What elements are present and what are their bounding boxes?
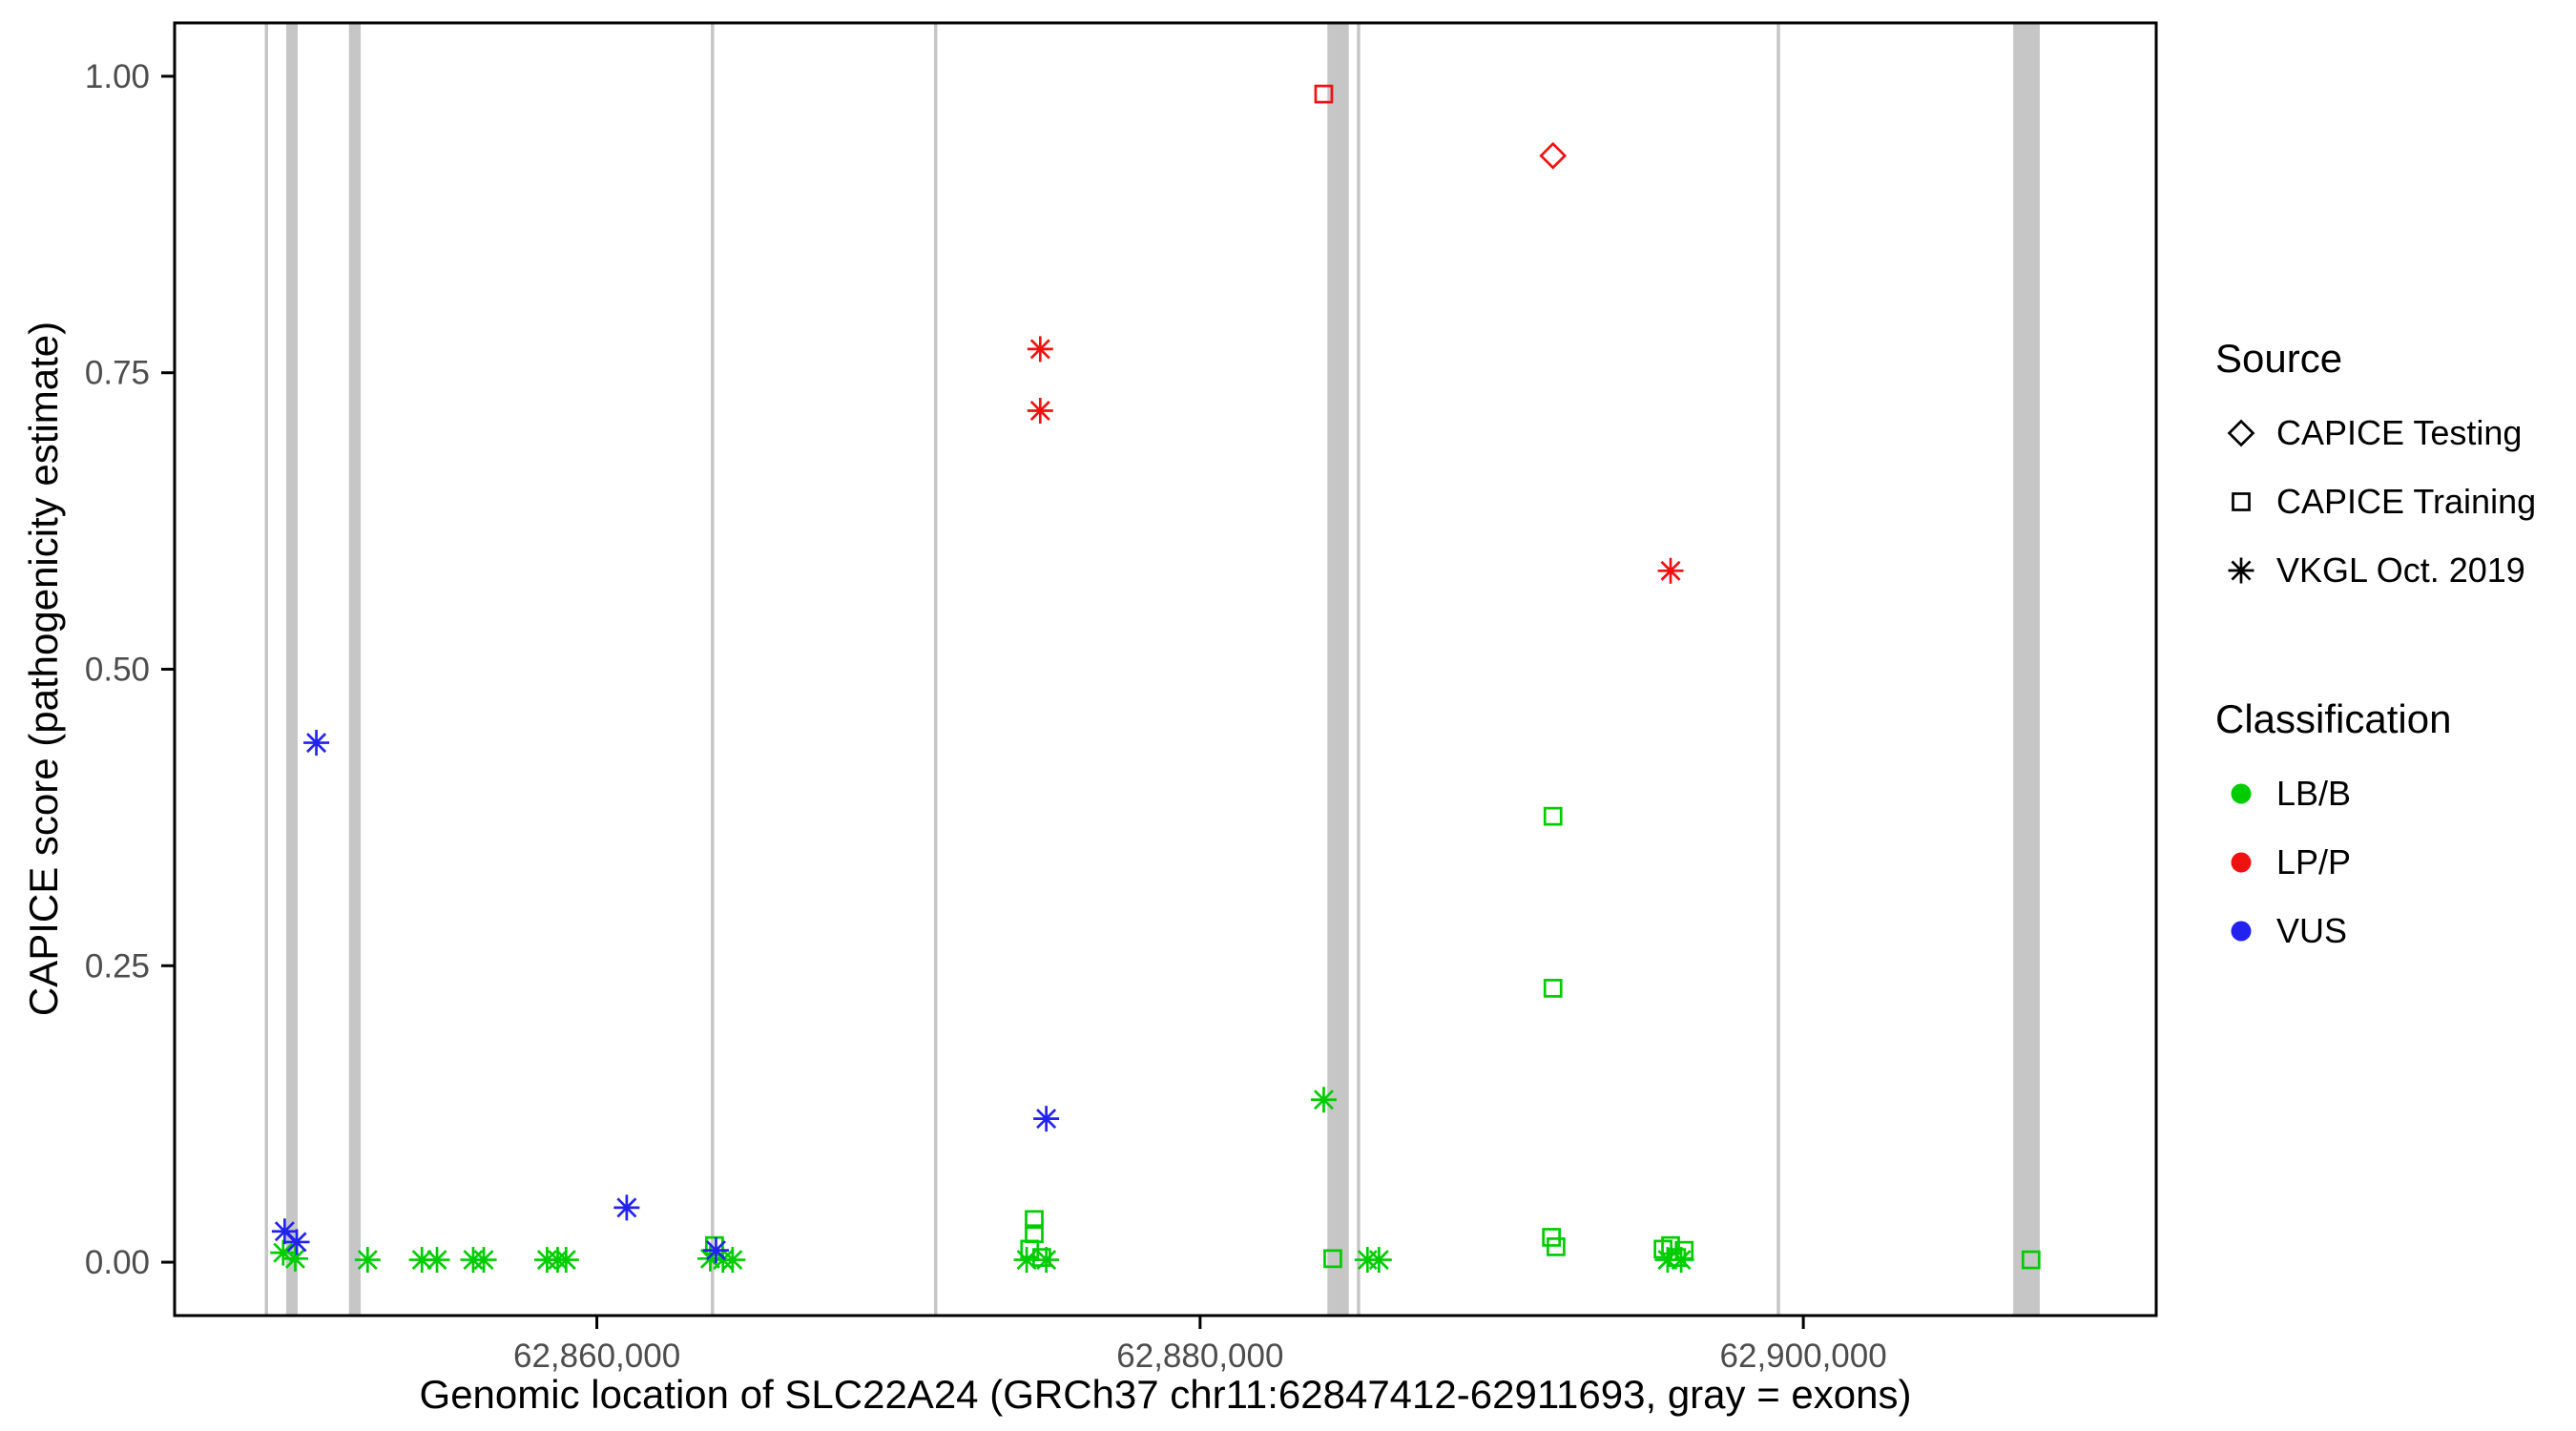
exon-band [2013,23,2040,1316]
data-point [1657,557,1684,584]
exon-band [264,23,269,1316]
data-point [1027,336,1053,363]
y-tick-label: 0.75 [85,355,150,392]
y-tick-label: 0.50 [85,652,150,689]
color-dot-icon [2215,770,2267,818]
exon-band [1327,23,1349,1316]
asterisk-icon [2215,547,2267,594]
legend: Source CAPICE Testing CAPICE Training VKGL… [2215,336,2536,965]
data-point [1661,1235,1680,1255]
legend-title-classification: Classification [2215,696,2452,741]
x-tick-label: 62,880,000 [1116,1338,1283,1375]
legend-item-classification: LP/P [2215,828,2536,897]
data-point [1013,1247,1040,1274]
data-point [613,1194,640,1221]
legend-label: VUS [2276,911,2348,950]
data-point [1310,1087,1337,1113]
legend-classification-items: LB/B LP/P VUS [2215,759,2536,965]
data-point [408,1247,435,1274]
legend-item-classification: LB/B [2215,759,2536,828]
y-axis-title: CAPICE score (pathogenicity estimate) [21,321,66,1017]
legend-source-items: CAPICE Testing CAPICE Training VKGL Oct. 2… [2215,399,2536,605]
legend-item-source: CAPICE Training [2215,467,2536,536]
data-point [1543,979,1563,998]
legend-label: CAPICE Training [2276,482,2537,521]
data-point [424,1247,450,1274]
exon-band [934,23,938,1316]
legend-item-source: CAPICE Testing [2215,399,2536,467]
data-point [1539,141,1568,170]
panel-border [173,21,2158,1317]
data-point [354,1247,381,1274]
data-point [1365,1247,1392,1274]
x-tick-label: 62,860,000 [513,1338,680,1375]
exon-band [285,23,298,1316]
data-point [1323,1249,1342,1269]
data-point [702,1237,729,1264]
legend-group-classification: Classification LB/B LP/P VUS [2215,696,2536,965]
square-glyph [2232,492,2251,511]
color-dot-glyph [2231,852,2252,873]
legend-label: VKGL Oct. 2019 [2276,550,2525,590]
data-point [1543,806,1563,826]
data-point [470,1247,497,1274]
exon-band [1776,23,1780,1316]
legend-title-source: Source [2215,336,2343,381]
y-tick-label: 0.25 [85,947,150,985]
legend-label: CAPICE Testing [2276,413,2523,452]
exon-band [1357,23,1361,1316]
legend-item-classification: VUS [2215,897,2536,965]
x-tick-label: 62,900,000 [1720,1338,1887,1375]
diamond-icon [2215,409,2267,457]
data-point [283,1229,310,1255]
color-dot-icon [2215,839,2267,886]
asterisk-glyph [2228,557,2254,584]
data-point [1542,1228,1562,1247]
legend-label: LP/P [2276,842,2352,881]
data-point [1668,1247,1694,1274]
x-axis-title: Genomic location of SLC22A24 (GRCh37 chr… [419,1372,1912,1417]
color-dot-glyph [2231,921,2252,942]
color-dot-icon [2215,907,2267,955]
y-tick-label: 0.00 [85,1244,150,1281]
color-dot-glyph [2231,783,2252,804]
exon-band [711,23,715,1316]
data-point [1025,1210,1044,1230]
legend-label: LB/B [2276,774,2352,813]
data-point [552,1247,579,1274]
data-point [1033,1247,1060,1274]
legend-item-source: VKGL Oct. 2019 [2215,536,2536,605]
data-point [1314,84,1334,104]
y-tick-label: 1.00 [85,58,150,95]
square-icon [2215,478,2267,526]
exon-band [348,23,362,1316]
data-point [1027,398,1053,424]
data-point [303,730,330,757]
legend-group-source: Source CAPICE Testing CAPICE Training VKGL… [2215,336,2536,605]
diamond-glyph [2227,419,2255,447]
data-point [2021,1250,2041,1270]
data-point [1547,1237,1566,1256]
data-point [1033,1106,1060,1132]
data-point [281,1245,308,1272]
